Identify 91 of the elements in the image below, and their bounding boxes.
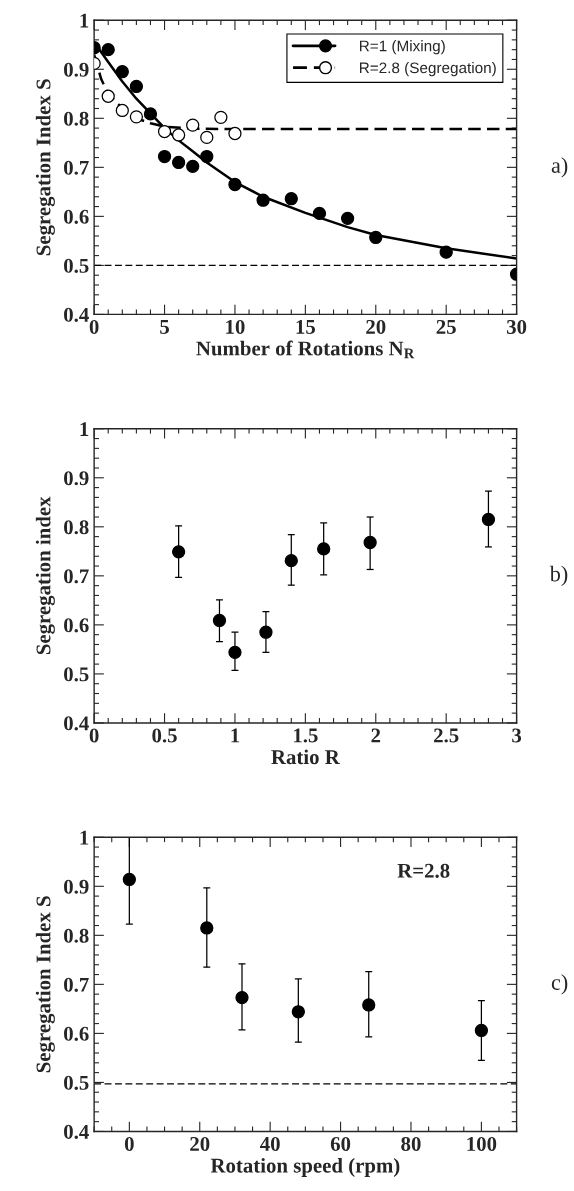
y-tick-label: 0.6: [64, 209, 89, 224]
y-tick-label: 0.8: [64, 520, 89, 535]
y-tick-label: 0.8: [64, 928, 89, 943]
point: [129, 110, 144, 124]
x-tick-label: 20: [366, 319, 386, 334]
x-tick-label: 0: [89, 728, 99, 743]
point: [291, 1005, 305, 1019]
y-tick-label: 0.4: [64, 307, 89, 322]
x-tick-label: 0: [124, 1136, 134, 1151]
point: [122, 872, 136, 887]
x-axis-title: Number of Rotations N$_{R}$: [196, 340, 415, 359]
point: [101, 89, 115, 103]
legend-label: R=2.8 (Segregation): [359, 61, 496, 77]
y-tick-label: 0.8: [64, 111, 89, 126]
point: [284, 554, 298, 568]
point: [340, 211, 355, 225]
point: [284, 192, 298, 206]
point: [171, 128, 186, 142]
x-tick-label: 1.5: [294, 728, 318, 743]
y-tick-label: 0.5: [64, 667, 89, 682]
legend-label: R=1 (Mixing): [359, 40, 445, 55]
y-axis-title: Segregation Index S: [35, 79, 55, 256]
point: [256, 193, 270, 207]
x-tick-label: 80: [401, 1136, 421, 1151]
x-tick-label: 60: [330, 1136, 351, 1151]
point: [228, 177, 242, 192]
x-tick-label: 2.5: [434, 728, 459, 743]
point: [186, 159, 200, 173]
y-tick-label: 0.5: [64, 258, 89, 273]
point: [129, 79, 144, 94]
point: [259, 625, 273, 639]
point: [228, 645, 242, 659]
x-tick-label: 5: [160, 320, 169, 334]
point: [200, 921, 214, 935]
point: [214, 110, 228, 124]
point: [115, 103, 129, 118]
x-tick-label: 40: [260, 1136, 280, 1151]
point: [200, 149, 214, 164]
point: [362, 998, 376, 1012]
y-tick-label: 0.9: [64, 879, 89, 894]
point: [143, 107, 158, 121]
point: [235, 990, 249, 1005]
point: [101, 43, 115, 57]
point: [363, 535, 377, 550]
y-tick-label: 0.7: [64, 569, 89, 584]
point: [439, 245, 453, 259]
y-tick-label: 1: [80, 422, 89, 436]
x-axis-title: Ratio R: [271, 749, 340, 765]
y-tick-label: 0.6: [64, 618, 89, 633]
text: c): [551, 974, 568, 995]
x-tick-label: 100: [467, 1136, 497, 1151]
text: b): [549, 565, 568, 586]
y-tick-label: 0.7: [64, 160, 89, 175]
point: [115, 65, 129, 79]
y-tick-label: 0.7: [64, 977, 89, 992]
point: [317, 542, 331, 556]
x-tick-label: 3: [512, 728, 522, 743]
point: [157, 149, 172, 164]
point: [481, 512, 496, 527]
y-tick-label: 1: [80, 13, 89, 28]
text: a): [551, 157, 568, 178]
x-tick-label: 0.5: [152, 728, 177, 743]
y-tick-label: 0.4: [64, 1124, 89, 1139]
y-tick-label: 0.5: [64, 1075, 89, 1090]
x-tick-label: 2: [371, 728, 381, 743]
point: [171, 155, 186, 170]
point: [157, 124, 172, 139]
y-tick-label: 0.6: [64, 1026, 89, 1041]
x-tick-label: 30: [506, 319, 527, 334]
x-tick-label: 10: [226, 319, 245, 334]
point: [228, 126, 242, 141]
x-axis-title: Rotation speed (rpm): [210, 1157, 400, 1177]
point: [212, 613, 227, 628]
point: [474, 1023, 489, 1038]
y-axis-title: Segregation index: [35, 496, 55, 655]
point: [186, 118, 200, 132]
x-tick-label: 1: [231, 728, 240, 743]
point: [369, 230, 383, 245]
x-tick-label: 15: [296, 319, 316, 334]
point: [171, 545, 186, 559]
y-axis-title: Segregation Index S: [35, 896, 55, 1073]
y-tick-label: 0.4: [64, 716, 89, 731]
point: [200, 130, 214, 145]
point: [312, 206, 327, 221]
y-tick-label: 1: [80, 830, 89, 845]
x-tick-label: 0: [89, 319, 99, 334]
annotation: R=2.8: [397, 863, 450, 878]
y-tick-label: 0.9: [64, 471, 89, 486]
y-tick-label: 0.9: [64, 62, 89, 77]
x-tick-label: 20: [190, 1136, 210, 1151]
x-tick-label: 25: [436, 319, 456, 334]
